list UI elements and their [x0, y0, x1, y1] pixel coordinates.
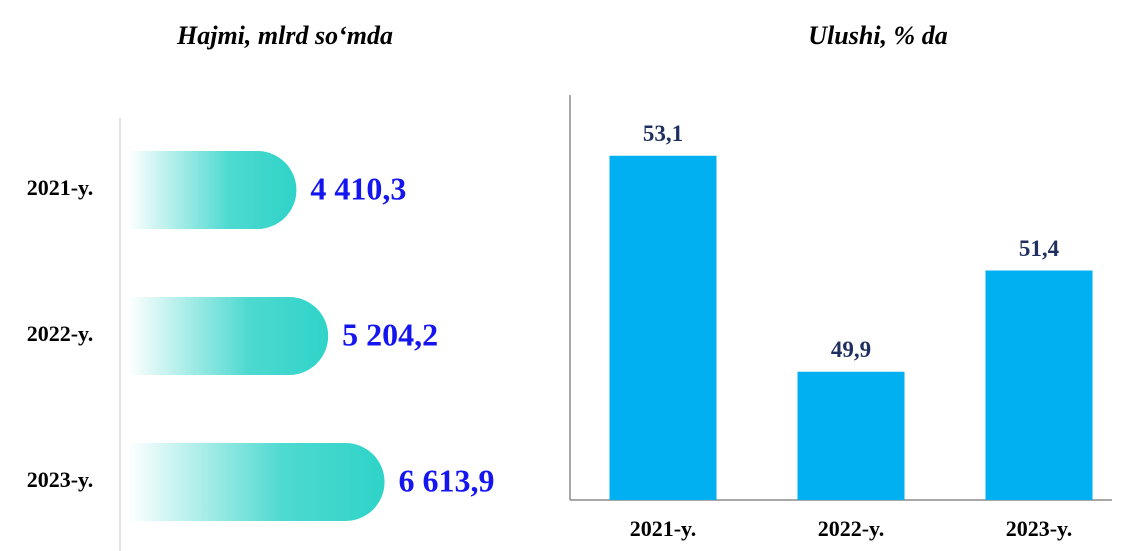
- category-label: 2021-y.: [27, 175, 94, 200]
- value-label: 6 613,9: [399, 462, 495, 498]
- bar: [797, 371, 905, 500]
- category-label: 2023-y.: [1006, 516, 1073, 541]
- category-label: 2021-y.: [630, 516, 697, 541]
- bar: [128, 151, 297, 229]
- category-label: 2022-y.: [27, 321, 94, 346]
- category-label: 2022-y.: [818, 516, 885, 541]
- bar: [985, 270, 1093, 500]
- value-label: 53,1: [643, 121, 683, 146]
- value-label: 51,4: [1019, 236, 1060, 261]
- bar: [128, 297, 329, 375]
- right-title: Ulushi, % da: [808, 21, 947, 50]
- value-label: 4 410,3: [310, 170, 406, 206]
- category-label: 2023-y.: [27, 467, 94, 492]
- bar: [128, 443, 385, 521]
- value-label: 49,9: [831, 337, 871, 362]
- value-label: 5 204,2: [342, 316, 438, 352]
- left-title: Hajmi, mlrd so‘mda: [176, 21, 393, 50]
- bar: [609, 155, 717, 500]
